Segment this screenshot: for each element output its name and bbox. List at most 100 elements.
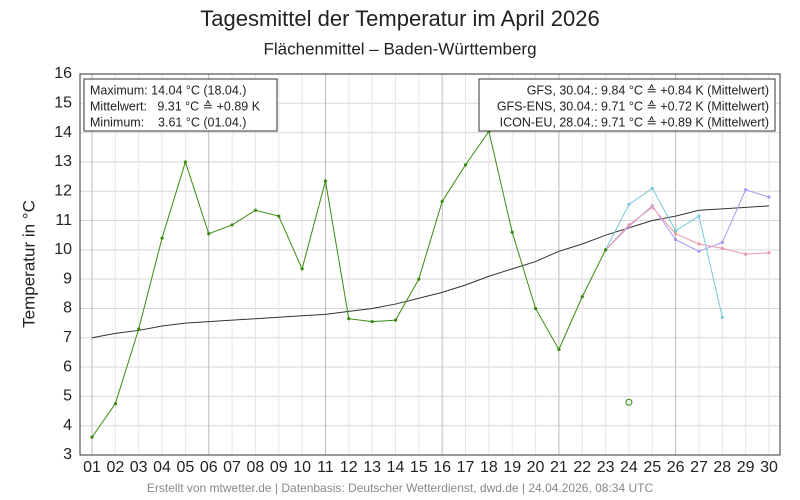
data-point [230,223,234,227]
data-point [580,295,584,299]
x-tick-label: 12 [340,459,358,476]
y-tick-label: 9 [63,270,72,287]
data-point [603,248,608,252]
data-point [300,267,304,271]
data-point [697,242,701,246]
x-tick-label: 01 [83,459,101,476]
x-tick-label: 24 [620,459,638,476]
plot-area [80,74,780,455]
data-point [90,435,94,439]
series-line [605,206,770,255]
x-tick-label: 02 [106,459,124,476]
x-tick-label: 19 [503,459,521,476]
data-point [744,188,748,192]
data-point [533,306,538,311]
data-point [767,251,771,255]
x-tick-label: 07 [223,459,241,476]
data-point [720,240,724,245]
data-point [720,315,724,319]
x-tick-label: 20 [527,459,545,476]
y-tick-label: 6 [63,358,72,375]
stats-text: Mittelwert: 9.31 °C ≙ +0.89 K [90,99,261,113]
series-line [605,187,723,318]
data-point [323,179,328,183]
data-point [137,327,141,331]
stats-text: Minimum: 3.61 °C (01.04.) [90,115,246,129]
x-tick-label: 10 [293,459,311,476]
x-tick-label: 15 [410,459,428,476]
data-point [650,205,654,209]
x-tick-label: 05 [176,459,194,476]
x-tick-label: 18 [480,459,498,476]
plot-frame [79,73,781,456]
x-tick-label: 09 [270,459,288,476]
stats-box [83,78,278,132]
y-axis-label: Temperatur in °C [19,200,38,328]
legend-entry: GFS, 30.04.: 9.84 °C ≙ +0.84 K (Mittelwe… [527,83,769,97]
y-tick-label: 11 [55,212,72,229]
x-tick-label: 30 [760,459,778,476]
data-point [744,252,748,256]
y-tick-label: 10 [54,241,72,258]
y-tick-label: 14 [54,124,72,141]
x-tick-label: 17 [457,459,475,476]
data-point [767,195,771,199]
x-tick-label: 23 [597,459,615,476]
data-point [510,230,514,234]
y-tick-label: 5 [63,388,72,405]
x-tick-label: 06 [200,459,218,476]
data-point [650,186,654,190]
y-tick-label: 12 [54,182,72,199]
data-point [277,214,281,218]
data-point [720,246,724,250]
x-tick-label: 16 [433,459,451,476]
x-tick-label: 11 [317,459,334,476]
x-tick-label: 28 [713,459,731,476]
data-point [370,320,374,324]
x-tick-label: 29 [737,459,755,476]
stats-text: Maximum: 14.04 °C (18.04.) [90,83,246,97]
data-point [625,398,633,406]
y-tick-label: 16 [54,65,72,82]
data-point [674,237,678,242]
footer: Erstellt von mtwetter.de | Datenbasis: D… [147,481,654,495]
legend-box [478,78,776,132]
x-tick-label: 13 [363,459,381,476]
legend-entry: GFS-ENS, 30.04.: 9.71 °C ≙ +0.72 K (Mitt… [497,99,769,113]
legend-entry: ICON-EU, 28.04.: 9.71 °C ≙ +0.89 K (Mitt… [500,115,769,129]
data-point [627,223,631,227]
y-tick-label: 13 [54,153,72,170]
x-tick-label: 04 [153,459,171,476]
data-point [393,318,398,322]
y-tick-label: 4 [63,417,72,434]
data-point [160,236,164,240]
chart-title: Tagesmittel der Temperatur im April 2026 [200,6,599,31]
data-point [207,232,211,236]
x-tick-label: 26 [667,459,685,476]
x-tick-label: 22 [573,459,591,476]
data-point [253,208,258,212]
data-point [697,214,701,218]
x-tick-label: 27 [690,459,708,476]
y-tick-label: 8 [63,300,72,317]
y-tick-label: 3 [63,446,72,463]
x-tick-label: 03 [130,459,148,476]
data-point [557,347,561,352]
x-tick-label: 25 [643,459,661,476]
data-point [627,202,631,207]
data-point [440,199,444,204]
chart-subtitle: Flächenmittel – Baden-Württemberg [263,39,536,58]
data-point [417,277,421,281]
x-tick-label: 21 [550,459,568,476]
data-point [183,160,187,164]
data-point [347,317,351,321]
series-line [91,205,770,339]
y-tick-label: 7 [63,329,72,346]
data-point [674,229,678,233]
y-tick-label: 15 [54,95,72,112]
x-tick-label: 14 [387,459,405,476]
data-point [697,249,701,253]
x-tick-label: 08 [247,459,265,476]
series-line [605,189,770,252]
